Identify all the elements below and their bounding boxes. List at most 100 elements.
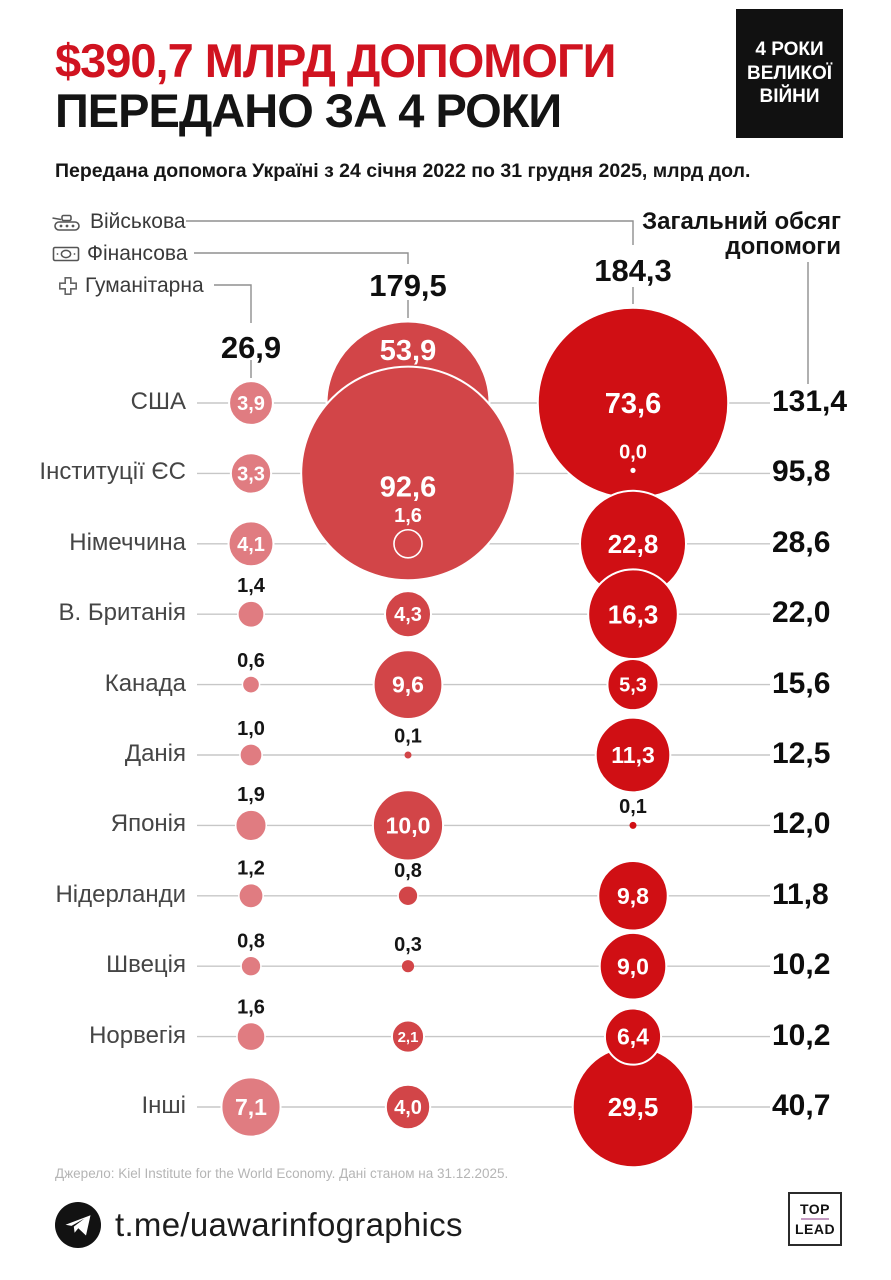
country-label: В. Британія [58, 599, 187, 627]
bubble-value-label: 1,6 [237, 997, 265, 1019]
connector-line [194, 252, 409, 264]
bubble-financial-row3 [383, 590, 433, 639]
legend-item-humanitarian: Гуманітарна [58, 274, 204, 298]
bubble-value-label: 1,2 [237, 858, 265, 880]
bubble-value-label: 4,3 [394, 604, 422, 626]
bubble-humanitarian-row7 [238, 882, 264, 909]
row-total: 22,0 [772, 596, 831, 630]
toplead-divider [801, 1218, 829, 1220]
bubble-value-label: 6,4 [617, 1024, 649, 1050]
bubble-humanitarian-row1 [229, 452, 273, 495]
bubble-value-label: 3,3 [237, 463, 265, 485]
row-total: 40,7 [772, 1089, 831, 1122]
bubble-military-row6 [629, 821, 637, 829]
country-label: Інституції ЄС [39, 458, 186, 486]
legend-item-financial: Фінансова [52, 242, 188, 266]
bubble-value-label: 0,8 [394, 860, 422, 882]
bubble-value-label: 9,8 [617, 883, 649, 909]
bubble-financial-row9 [390, 1019, 426, 1054]
total-column-header: Загальний обсяг допомоги [642, 208, 841, 260]
connector-lines [186, 220, 809, 384]
connector-line [214, 284, 252, 323]
telegram-handle: t.me/uawarinfographics [115, 1206, 463, 1243]
war-years-badge: 4 РОКИ ВЕЛИКОЇ ВІЙНИ [736, 9, 843, 138]
bubble-value-label: 0,1 [394, 725, 422, 747]
bubble-humanitarian-row5 [239, 743, 263, 767]
legend-label-financial: Фінансова [87, 242, 188, 265]
country-label: Норвегія [89, 1021, 186, 1049]
bubble-labels: 3,9 3,3 4,1 1,4 0,6 1,0 1,9 1,2 0,8 1,6 7,1 53,9 92,… [235, 335, 661, 1122]
row-total: 131,4 [772, 385, 848, 418]
bubble-value-label: 73,6 [605, 388, 661, 420]
row-total: 12,5 [772, 737, 831, 770]
telegram-link[interactable]: t.me/uawarinfographics [55, 1202, 463, 1248]
country-label: Німеччина [69, 528, 186, 556]
toplead-bottom: LEAD [794, 1221, 836, 1237]
column-total-military: 184,3 [594, 253, 672, 288]
bubble-value-label: 0,6 [237, 650, 265, 672]
column-total-financial: 179,5 [369, 268, 447, 303]
cross-icon [59, 277, 77, 295]
bubble-value-label: 1,6 [394, 505, 422, 527]
bubble-humanitarian-row2 [227, 520, 275, 568]
row-total: 10,2 [772, 948, 831, 982]
bubble-value-label: 0,8 [237, 930, 265, 952]
country-label: Данія [124, 740, 186, 767]
badge-line: ВІЙНИ [759, 86, 820, 108]
bubble-military-row7 [597, 860, 669, 932]
toplead-top: TOP [799, 1201, 831, 1217]
bubble-financial-row2 [393, 528, 423, 559]
bubble-value-label: 11,3 [611, 742, 655, 768]
bubble-financial-row1 [300, 365, 516, 582]
bubble-financial-row10 [384, 1083, 432, 1131]
title-amount: $390,7 МЛРД ДОПОМОГИ [55, 34, 616, 87]
bubble-value-label: 9,6 [392, 672, 424, 698]
bubble-financial-row4 [372, 649, 444, 720]
bubble-military-row4 [606, 658, 660, 712]
country-label: Нідерланди [55, 880, 186, 908]
bubble-value-label: 0,3 [394, 934, 422, 956]
bubble-value-label: 7,1 [235, 1094, 267, 1120]
bubble-value-label: 0,0 [619, 441, 647, 463]
bubble-financial-row7 [397, 885, 419, 907]
title-rest: ПЕРЕДАНО ЗА 4 РОКИ [55, 84, 562, 138]
bubble-financial-row8 [401, 960, 415, 973]
bubble-humanitarian-row9 [236, 1021, 266, 1052]
bubble-value-label: 16,3 [608, 599, 659, 629]
legend-label-military: Військова [90, 210, 186, 233]
bubble-military-row9 [603, 1007, 663, 1066]
bubble-humanitarian-row3 [237, 600, 265, 629]
row-total: 11,8 [772, 877, 829, 911]
bubble-value-label: 4,0 [394, 1097, 422, 1119]
badge-line: 4 РОКИ [755, 38, 824, 60]
bubble-value-label: 22,8 [608, 529, 659, 559]
row-total: 15,6 [772, 666, 831, 700]
row-total: 28,6 [772, 525, 831, 559]
bubble-value-label: 4,1 [237, 534, 265, 556]
bubble-value-label: 9,0 [617, 953, 649, 979]
bubble-value-label: 10,0 [386, 812, 431, 838]
bubble-humanitarian-row6 [234, 809, 268, 842]
bubble-value-label: 5,3 [619, 675, 647, 697]
bubble-value-label: 29,5 [608, 1092, 659, 1122]
connector-line [186, 220, 634, 245]
bubble-value-label: 1,0 [237, 718, 265, 740]
badge-line: ВЕЛИКОЇ [747, 62, 832, 84]
bubble-humanitarian-row10 [220, 1076, 282, 1138]
chart-subtitle: Передана допомога Україні з 24 січня 202… [55, 160, 751, 182]
bubble-value-label: 2,1 [398, 1029, 419, 1046]
bubble-humanitarian-row4 [241, 675, 261, 694]
bubble-financial-row5 [404, 751, 412, 759]
toplead-logo: TOP LEAD [788, 1192, 842, 1246]
legend-item-military: Військова [51, 210, 186, 234]
bubble-military-row8 [598, 931, 668, 1001]
bubble-humanitarian-row8 [240, 955, 262, 977]
country-label: Швеція [106, 951, 186, 979]
bubbles [220, 306, 730, 1169]
page-title: $390,7 МЛРД ДОПОМОГИ ПЕРЕДАНО ЗА 4 РОКИ [55, 34, 616, 138]
row-lines [197, 402, 770, 1108]
bubble-humanitarian-row0 [228, 380, 274, 426]
telegram-icon [55, 1202, 101, 1248]
